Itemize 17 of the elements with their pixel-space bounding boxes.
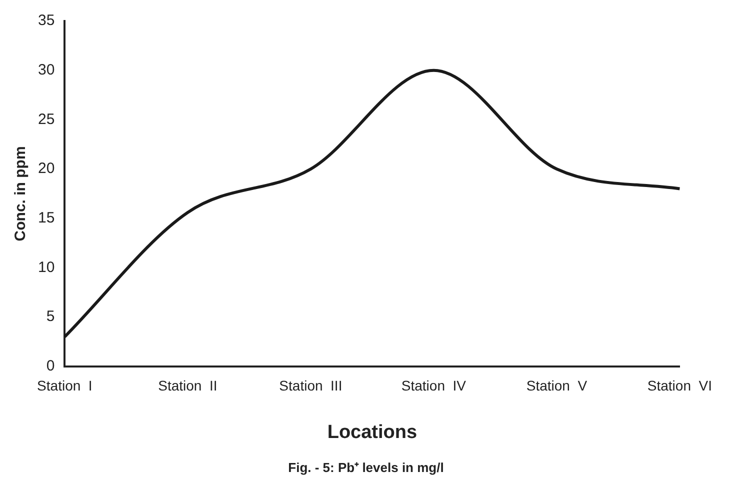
x-tick-label: Station VI — [647, 378, 712, 394]
x-tick-label: Station III — [279, 378, 342, 394]
y-tick-label: 35 — [38, 12, 55, 30]
y-tick-label: 25 — [38, 110, 55, 128]
y-tick-label: 30 — [38, 61, 55, 78]
y-tick-label: 15 — [38, 210, 55, 227]
x-tick-label: Station I — [37, 378, 92, 394]
x-axis-title: Locations — [327, 422, 418, 443]
x-tick-label: Station IV — [401, 378, 467, 394]
y-tick-label: 20 — [38, 160, 55, 178]
x-tick-label: Station V — [526, 378, 588, 394]
y-axis-title: Conc. in ppm — [12, 146, 30, 242]
y-tick-label: 0 — [46, 358, 55, 375]
y-tick-label: 5 — [46, 308, 55, 326]
x-tick-label: Station II — [158, 378, 218, 394]
y-tick-label: 10 — [38, 258, 55, 276]
text: Fig. - 5: Pb⁺ levels in mg/l — [287, 459, 445, 476]
